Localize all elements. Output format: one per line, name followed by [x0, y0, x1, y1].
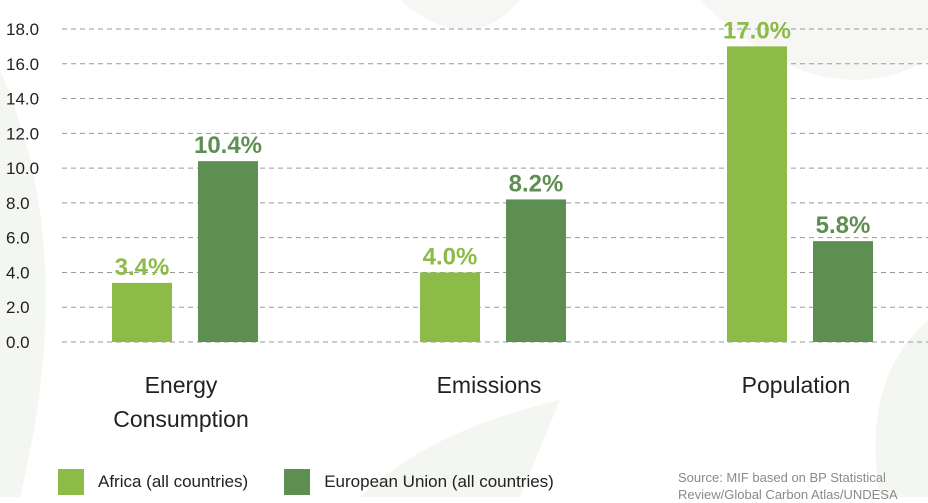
bar-africa	[420, 272, 480, 342]
watermark-shape	[875, 320, 928, 497]
bars: 3.4% 10.4% 4.0% 8.2% 17.0% 5.8%	[112, 17, 873, 343]
source-line-1: Source: MIF based on BP Statistical	[678, 470, 886, 485]
y-tick-label: 2.0	[6, 298, 30, 317]
data-label: 17.0%	[723, 17, 791, 44]
data-label: 10.4%	[194, 132, 262, 159]
y-tick-label: 14.0	[6, 90, 39, 109]
y-tick-label: 18.0	[6, 20, 39, 39]
grid-lines	[62, 28, 928, 343]
watermark-shape	[400, 0, 520, 30]
bar-eu	[506, 199, 566, 342]
source-note: Source: MIF based on BP Statistical Revi…	[678, 469, 928, 503]
data-label: 4.0%	[423, 243, 478, 270]
source-line-2: Review/Global Carbon Atlas/UNDESA	[678, 487, 898, 502]
x-axis-labels: Energy Consumption Emissions Population	[113, 372, 850, 432]
data-label: 5.8%	[816, 212, 871, 239]
y-tick-label: 10.0	[6, 159, 39, 178]
y-tick-label: 12.0	[6, 124, 39, 143]
y-tick-label: 6.0	[6, 229, 30, 248]
y-tick-label: 4.0	[6, 263, 30, 282]
legend-label-eu: European Union (all countries)	[324, 472, 554, 491]
legend: Africa (all countries) European Union (a…	[58, 469, 554, 495]
legend-item-eu: European Union (all countries)	[284, 469, 554, 495]
legend-swatch-africa	[58, 469, 84, 495]
legend-swatch-eu	[284, 469, 311, 495]
legend-item-africa: Africa (all countries)	[58, 469, 248, 495]
y-tick-label: 16.0	[6, 55, 39, 74]
watermark-shape	[0, 70, 46, 497]
bar-africa	[112, 282, 172, 342]
watermark-shape	[700, 0, 928, 80]
x-category-label: Consumption	[113, 406, 249, 432]
y-tick-label: 8.0	[6, 194, 30, 213]
y-tick-label: 0.0	[6, 333, 30, 352]
bar-africa	[727, 46, 787, 343]
watermark-shape	[360, 400, 560, 497]
y-axis: 0.0 2.0 4.0 6.0 8.0 10.0 12.0 14.0 16.0 18.0	[6, 20, 39, 352]
data-label: 8.2%	[509, 170, 564, 197]
bar-eu	[198, 161, 258, 342]
bar-eu	[813, 241, 873, 342]
legend-label-africa: Africa (all countries)	[98, 472, 249, 491]
x-category-label: Emissions	[437, 372, 542, 398]
x-category-label: Energy	[145, 372, 218, 398]
data-label: 3.4%	[115, 254, 170, 281]
x-category-label: Population	[742, 372, 851, 398]
